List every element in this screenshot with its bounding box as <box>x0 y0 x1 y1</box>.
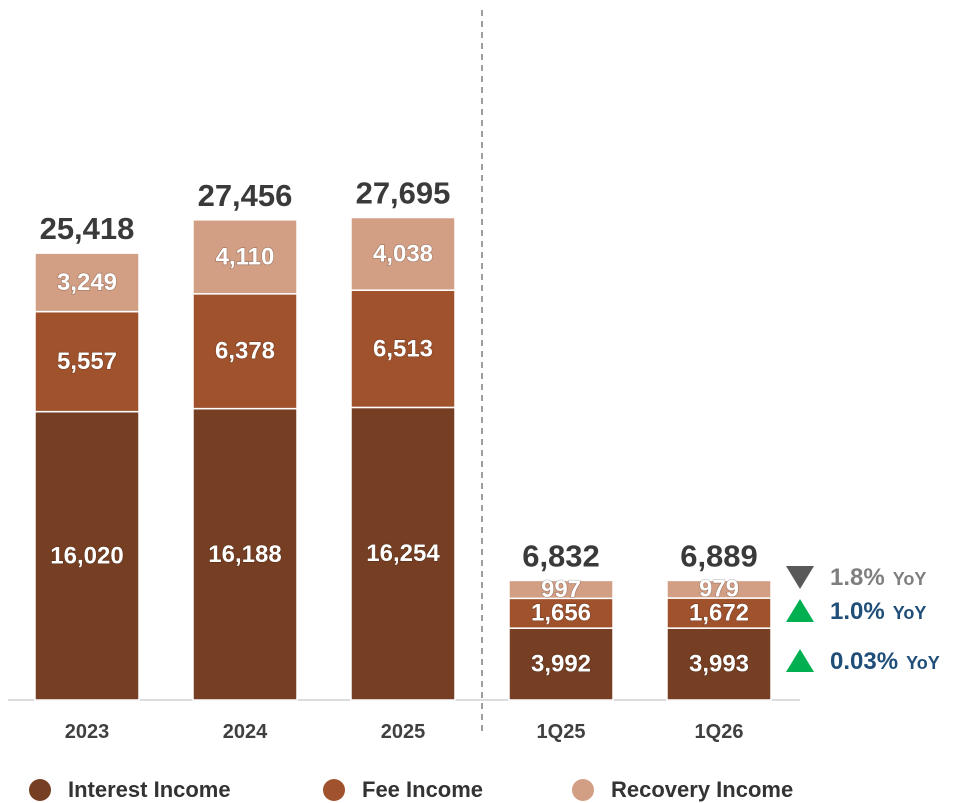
total-value-label: 6,889 <box>680 538 758 573</box>
segment-value-label: 1,656 <box>531 600 591 627</box>
triangle-up-icon <box>786 599 814 622</box>
legend-marker <box>323 779 345 801</box>
yoy-percent: 1.8% <box>830 564 885 591</box>
segment-value-label: 3,249 <box>57 269 117 296</box>
yoy-percent: 0.03% <box>830 648 898 675</box>
total-value-label: 6,832 <box>522 538 600 573</box>
total-value-label: 25,418 <box>40 211 135 246</box>
segment-value-label: 3,992 <box>531 651 591 678</box>
triangle-up-icon <box>786 649 814 672</box>
bar-segment-interest-income-2023 <box>34 410 140 701</box>
bar-segment-interest-income-2024 <box>192 407 298 701</box>
bar-segment-fee-income-2025 <box>350 289 456 409</box>
bar-segment-interest-income-1Q26 <box>666 627 772 701</box>
x-tick-label: 2025 <box>381 721 426 743</box>
x-tick-label: 1Q25 <box>537 721 586 743</box>
legend-label: Fee Income <box>362 777 483 802</box>
segment-value-label: 16,020 <box>50 542 123 569</box>
segment-value-label: 5,557 <box>57 348 117 375</box>
bar-segment-fee-income-1Q25 <box>508 597 614 629</box>
segment-value-label: 1,672 <box>689 600 749 627</box>
x-tick-label: 1Q26 <box>695 721 744 743</box>
bar-segment-interest-income-2025 <box>350 406 456 701</box>
yoy-suffix: YoY <box>893 603 927 623</box>
segment-value-label: 16,188 <box>208 541 281 568</box>
segment-value-label: 6,513 <box>373 335 433 362</box>
yoy-change-label: 0.03% YoY <box>830 648 940 675</box>
segment-value-label: 4,110 <box>216 243 275 270</box>
x-tick-label: 2023 <box>65 721 110 743</box>
segment-value-label: 16,254 <box>366 540 440 567</box>
legend-marker <box>572 779 594 801</box>
bar-segment-recovery-income-1Q26 <box>666 579 772 599</box>
yoy-suffix: YoY <box>906 653 940 673</box>
bar-segment-recovery-income-1Q25 <box>508 579 614 600</box>
bar-segment-fee-income-1Q26 <box>666 597 772 629</box>
segment-value-label: 979 <box>699 576 739 603</box>
total-value-label: 27,695 <box>356 176 451 211</box>
segment-value-label: 6,378 <box>215 338 275 365</box>
segment-value-label: 3,993 <box>689 651 749 678</box>
bar-segment-interest-income-1Q25 <box>508 627 614 701</box>
x-tick-label: 2024 <box>223 721 268 743</box>
bar-segment-fee-income-2023 <box>34 310 140 413</box>
bar-segment-recovery-income-2023 <box>34 252 140 313</box>
legend-marker <box>29 779 51 801</box>
yoy-change-label: 1.0% YoY <box>830 598 926 625</box>
segment-value-label: 4,038 <box>373 240 433 267</box>
triangle-down-icon <box>786 566 814 589</box>
segment-value-label: 997 <box>541 576 581 603</box>
total-value-label: 27,456 <box>198 178 293 213</box>
bar-segment-recovery-income-2025 <box>350 216 456 291</box>
yoy-change-label: 1.8% YoY <box>830 564 926 591</box>
yoy-suffix: YoY <box>893 569 927 589</box>
legend-label: Interest Income <box>68 777 231 802</box>
bar-segment-recovery-income-2024 <box>192 219 298 295</box>
legend-label: Recovery Income <box>611 777 793 802</box>
bar-segment-fee-income-2024 <box>192 293 298 410</box>
yoy-percent: 1.0% <box>830 598 885 625</box>
